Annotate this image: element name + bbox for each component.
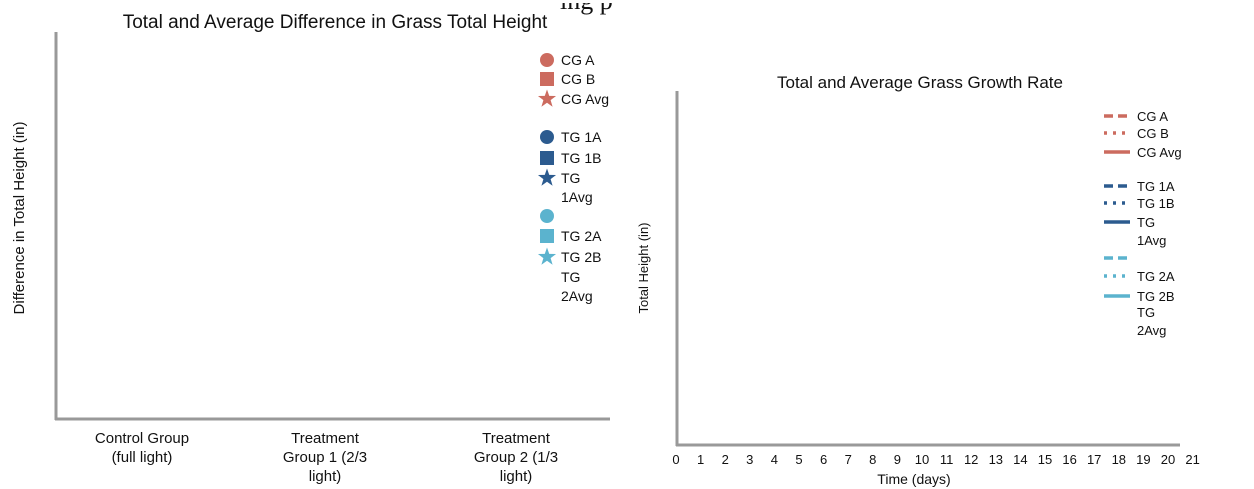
legend-label: TG 2A	[1137, 269, 1175, 284]
x-tick-label: Treatment Group 2 (1/3 light)	[474, 430, 558, 485]
x-tick-label: 8	[869, 452, 876, 467]
legend-label: TG 1A	[561, 129, 602, 145]
legend: CG A CG B CG Avg TG 1A TG 1B TG 1Avg TG 2A TG 2B…	[537, 52, 609, 304]
x-tick-label: 2	[722, 452, 729, 467]
legend-item	[540, 209, 554, 223]
y-axis-label: Difference in Total Height (in)	[11, 122, 28, 315]
legend-item: TG 2Avg	[1137, 305, 1166, 338]
x-tick-label: 16	[1062, 452, 1076, 467]
x-tick-label: 15	[1038, 452, 1052, 467]
legend-label: CG B	[1137, 126, 1169, 141]
x-tick-label: 4	[771, 452, 778, 467]
legend-item: TG 1B	[540, 150, 601, 166]
legend-marker-star	[537, 89, 557, 107]
legend-label: TG 1Avg	[1137, 215, 1166, 248]
legend-marker-star	[537, 168, 557, 186]
legend-label: TG 1A	[1137, 179, 1175, 194]
legend-marker-square	[540, 229, 554, 243]
x-tick-labels: 0 1 2 3 4 5 6 7 8 9 10 11 12 13 14 15 16 17 18 19 20 21	[672, 452, 1199, 467]
growth-rate-chart: Total and Average Grass Growth Rate Tota…	[636, 73, 1200, 487]
legend-label: CG B	[561, 71, 595, 87]
legend-item: TG 2Avg	[561, 269, 593, 304]
x-tick-label: 0	[672, 452, 679, 467]
x-tick-label: 6	[820, 452, 827, 467]
x-tick-label: 7	[845, 452, 852, 467]
x-tick-label: 14	[1013, 452, 1027, 467]
legend-item: TG 1A	[540, 129, 602, 145]
cropped-page-heading: ing p	[560, 3, 720, 17]
x-tick-label: 21	[1185, 452, 1199, 467]
x-tick-label: 19	[1136, 452, 1150, 467]
legend-label: CG A	[1137, 109, 1168, 124]
legend-marker-star	[537, 247, 557, 265]
legend-label: TG 2A	[561, 228, 602, 244]
legend-label: CG Avg	[561, 91, 609, 107]
x-tick-label: 18	[1112, 452, 1126, 467]
x-tick-label: Control Group (full light)	[95, 430, 189, 466]
legend-label: TG 1B	[561, 150, 601, 166]
legend-item: TG 2A	[540, 228, 602, 244]
legend-item: CG B	[1104, 126, 1169, 141]
legend-marker-square	[540, 151, 554, 165]
legend-item: TG 1Avg	[1104, 215, 1166, 248]
legend-item: TG 1A	[1104, 179, 1175, 194]
y-axis-label: Total Height (in)	[636, 222, 651, 313]
legend-marker-circle	[540, 53, 554, 67]
legend-item: CG B	[540, 71, 595, 87]
legend-label: TG 1Avg	[561, 170, 593, 205]
legend-label: TG 2Avg	[561, 269, 593, 304]
chart-title: Total and Average Difference in Grass To…	[123, 12, 548, 33]
x-tick-label: 9	[894, 452, 901, 467]
legend-marker-square	[540, 72, 554, 86]
x-tick-label: 11	[940, 452, 954, 467]
x-tick-label: 13	[989, 452, 1003, 467]
legend-marker-circle	[540, 209, 554, 223]
legend-label: TG 2Avg	[1137, 305, 1166, 338]
chart-title: Total and Average Grass Growth Rate	[777, 73, 1063, 92]
legend-item: CG A	[540, 52, 595, 68]
x-tick-label: 17	[1087, 452, 1101, 467]
x-tick-label: 5	[795, 452, 802, 467]
x-tick-labels: Control Group (full light) Treatment Group …	[95, 430, 558, 485]
legend: CG A CG B CG Avg TG 1A TG 1B TG 1Avg TG 2A TG 2B…	[1104, 109, 1182, 338]
legend-item: CG Avg	[1104, 145, 1182, 160]
legend-item: CG Avg	[537, 89, 609, 107]
legend-item: CG A	[1104, 109, 1168, 124]
legend-label: TG 2B	[1137, 289, 1175, 304]
x-tick-label: 3	[746, 452, 753, 467]
legend-label: CG A	[561, 52, 595, 68]
legend-label: TG 2B	[561, 249, 601, 265]
x-tick-label: 12	[964, 452, 978, 467]
legend-label: CG Avg	[1137, 145, 1182, 160]
x-tick-label: 10	[915, 452, 929, 467]
legend-item: TG 2B	[537, 247, 601, 265]
legend-label: TG 1B	[1137, 196, 1175, 211]
x-tick-label: 20	[1161, 452, 1175, 467]
x-tick-label: Treatment Group 1 (2/3 light)	[283, 430, 367, 485]
legend-marker-circle	[540, 130, 554, 144]
x-axis-label: Time (days)	[877, 471, 950, 487]
legend-item: TG 1B	[1104, 196, 1175, 211]
legend-item: TG 2B	[1104, 289, 1175, 304]
x-tick-label: 1	[697, 452, 704, 467]
difference-chart: Total and Average Difference in Grass To…	[11, 12, 610, 485]
legend-item: TG 1Avg	[537, 168, 593, 205]
legend-item: TG 2A	[1104, 269, 1175, 284]
